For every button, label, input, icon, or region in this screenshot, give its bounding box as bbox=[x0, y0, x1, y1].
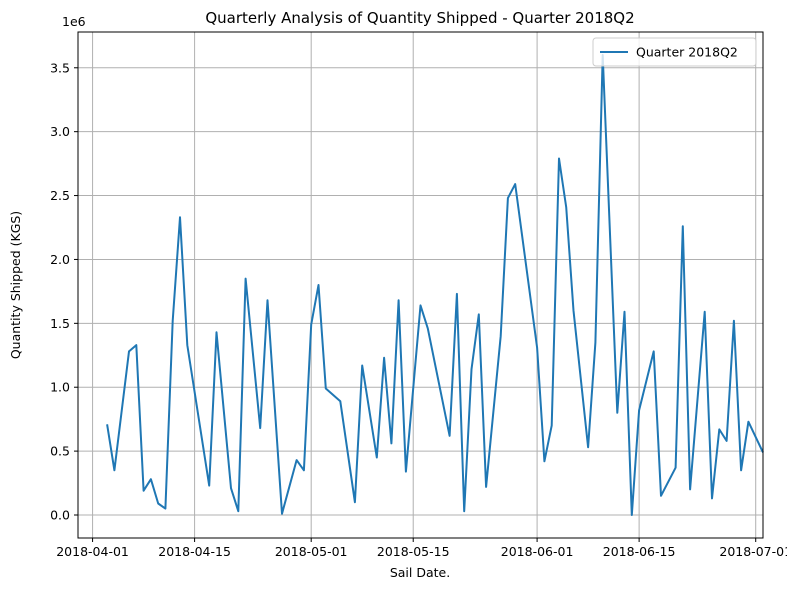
x-tick-label: 2018-06-01 bbox=[501, 544, 574, 559]
y-tick-label: 2.5 bbox=[50, 188, 70, 203]
x-tick-label: 2018-05-15 bbox=[377, 544, 450, 559]
y-axis-label: Quantity Shipped (KGS) bbox=[8, 211, 23, 359]
legend-box bbox=[592, 37, 757, 67]
y-tick-label: 3.0 bbox=[50, 124, 70, 139]
legend: Quarter 2018Q2 bbox=[592, 37, 757, 67]
x-tick-label: 2018-06-15 bbox=[603, 544, 676, 559]
x-tick-label: 2018-05-01 bbox=[275, 544, 348, 559]
x-tick-label: 2018-04-15 bbox=[158, 544, 231, 559]
series-layer bbox=[106, 54, 764, 516]
y-tick-label: 0.0 bbox=[50, 508, 70, 523]
y-tick-label: 3.5 bbox=[50, 60, 70, 75]
x-tick-label: 2018-04-01 bbox=[56, 544, 129, 559]
legend-label: Quarter 2018Q2 bbox=[636, 45, 738, 60]
x-axis-ticks: 2018-04-01 2018-04-15 2018-05-01 2018-05-15… bbox=[56, 538, 787, 559]
series-line bbox=[106, 54, 764, 516]
y-tick-label: 2.0 bbox=[50, 252, 70, 267]
chart-title: Quarterly Analysis of Quantity Shipped -… bbox=[205, 9, 634, 27]
y-tick-label: 1.5 bbox=[50, 316, 70, 331]
y-axis-multiplier: 1e6 bbox=[62, 14, 86, 29]
plot-frame bbox=[77, 31, 764, 539]
y-axis-ticks: 0.0 0.5 1.0 1.5 2.0 2.5 3.0 3.5 bbox=[50, 60, 78, 523]
y-tick-label: 0.5 bbox=[50, 444, 70, 459]
grid-lines bbox=[78, 32, 763, 538]
x-axis-label: Sail Date. bbox=[390, 565, 450, 580]
x-tick-label: 2018-07-01 bbox=[719, 544, 787, 559]
y-tick-label: 1.0 bbox=[50, 380, 70, 395]
